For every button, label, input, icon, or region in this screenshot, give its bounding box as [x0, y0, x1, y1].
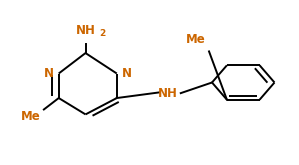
Text: Me: Me [21, 110, 40, 123]
Text: N: N [122, 67, 132, 80]
Text: N: N [44, 67, 54, 80]
Text: NH: NH [157, 87, 177, 100]
Text: NH: NH [76, 24, 95, 37]
Text: 2: 2 [99, 29, 105, 38]
Text: Me: Me [186, 33, 205, 47]
